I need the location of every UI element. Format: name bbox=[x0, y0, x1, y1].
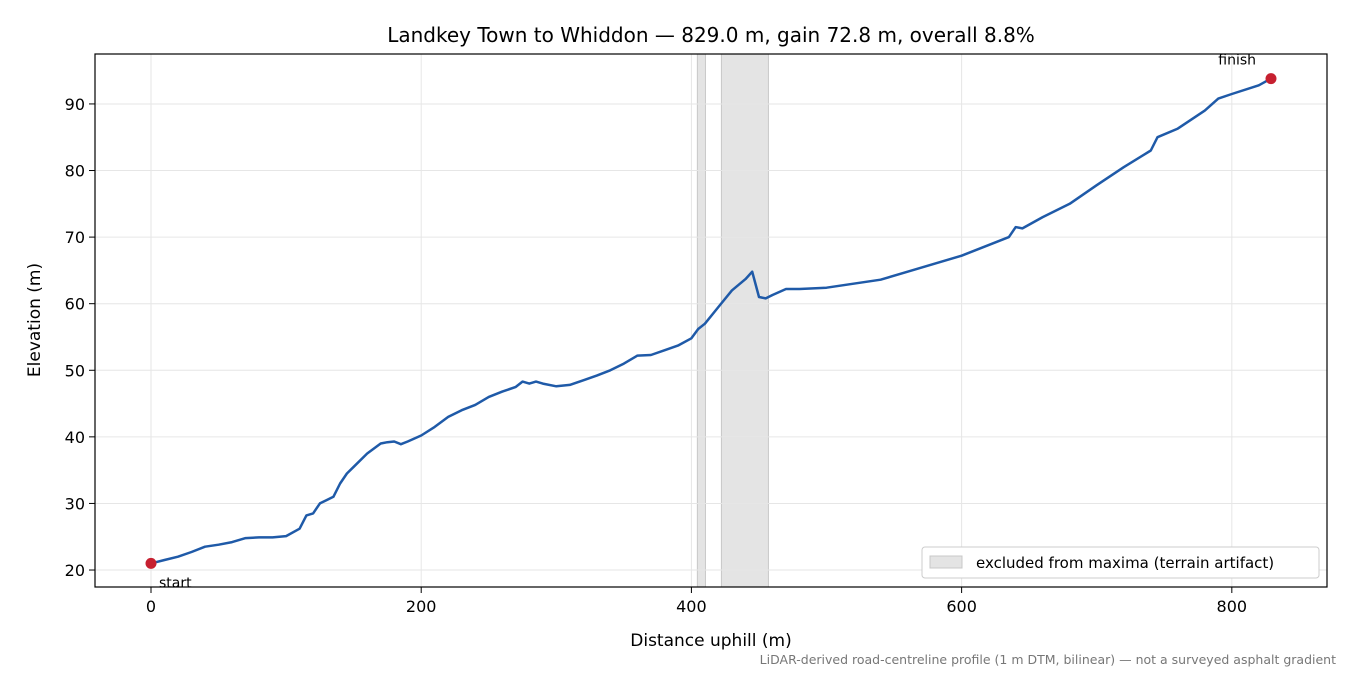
annotation: finish bbox=[1218, 53, 1256, 69]
chart-title: Landkey Town to Whiddon — 829.0 m, gain … bbox=[387, 23, 1035, 47]
y-tick-label: 20 bbox=[65, 561, 85, 580]
y-tick-label: 50 bbox=[65, 361, 85, 380]
y-tick-label: 40 bbox=[65, 428, 85, 447]
x-tick-label: 0 bbox=[146, 597, 156, 616]
x-tick-label: 800 bbox=[1217, 597, 1248, 616]
footnote: LiDAR-derived road-centreline profile (1… bbox=[760, 652, 1336, 667]
excluded-region bbox=[720, 53, 769, 588]
elevation-line bbox=[150, 77, 1272, 565]
legend-label: excluded from maxima (terrain artifact) bbox=[976, 554, 1274, 572]
endpoint-marker bbox=[145, 557, 157, 569]
legend-swatch bbox=[929, 555, 963, 569]
axes-frame bbox=[94, 53, 1328, 588]
y-axis-label: Elevation (m) bbox=[25, 263, 45, 377]
x-axis-label: Distance uphill (m) bbox=[630, 631, 791, 651]
y-tick-label: 90 bbox=[65, 95, 85, 114]
annotation: start bbox=[159, 575, 192, 591]
legend-box bbox=[921, 546, 1320, 579]
x-tick-label: 600 bbox=[946, 597, 977, 616]
x-tick-label: 200 bbox=[406, 597, 437, 616]
y-tick-label: 30 bbox=[65, 494, 85, 513]
y-tick-label: 70 bbox=[65, 228, 85, 247]
endpoint-marker bbox=[1265, 73, 1277, 85]
y-tick-label: 80 bbox=[65, 162, 85, 181]
excluded-region bbox=[696, 53, 706, 588]
x-tick-label: 400 bbox=[676, 597, 707, 616]
y-tick-label: 60 bbox=[65, 295, 85, 314]
